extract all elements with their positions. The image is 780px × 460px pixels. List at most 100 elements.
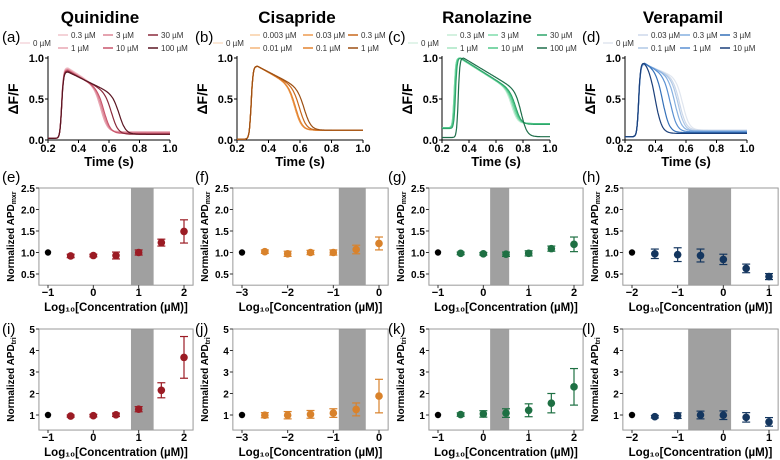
trace-line [237, 65, 363, 140]
x-tick-label: 0 [376, 287, 382, 299]
data-point [375, 392, 383, 400]
x-tick-label: 0 [90, 287, 96, 299]
legend-label: 0.03 µM [316, 31, 345, 40]
data-point [742, 413, 750, 422]
y-axis-label-subscript: mxr [595, 191, 602, 204]
legend-label: 10 µM [501, 44, 524, 53]
data-point [524, 406, 533, 415]
trace-line [237, 65, 363, 140]
x-axis-label: Log₁₀[Concentration (µM)] [239, 447, 383, 459]
trace-line [48, 71, 170, 139]
data-point [329, 248, 338, 257]
data-point [673, 250, 682, 259]
panel-i: (i) −1 0 1 2 1 2 3 4 5 Log₁₀[Concentration (µM)] No… [2, 321, 194, 459]
data-point [157, 386, 166, 395]
y-tick-label: 0.5 [215, 270, 229, 281]
legend-label: 0.1 µM [316, 44, 341, 53]
y-tick-label: 0.0 [606, 135, 621, 147]
panel-label: (a) [2, 29, 20, 46]
x-axis-label: Time (s) [275, 154, 325, 169]
y-tick-label: 5 [419, 325, 425, 336]
legend-label: 0.003 µM [263, 31, 297, 40]
y-tick-label: 5 [223, 325, 229, 336]
data-point [628, 249, 636, 256]
x-tick-label: 2 [181, 287, 187, 299]
data-point [157, 238, 166, 247]
x-tick-label: 1.0 [542, 143, 557, 155]
trace-line [48, 69, 170, 139]
data-point [456, 410, 465, 419]
data-point [719, 411, 728, 420]
y-axis-label-main: Normalized APD [6, 204, 17, 281]
x-tick-label: 0 [90, 432, 96, 444]
y-tick-label: 1.5 [411, 227, 425, 238]
data-point [329, 409, 338, 417]
plot-frame [232, 187, 389, 286]
y-axis-label: ΔF/F [194, 83, 210, 115]
x-tick-label: −1 [42, 287, 55, 299]
y-tick-label: 2.5 [21, 184, 35, 195]
x-tick-label: −1 [42, 432, 55, 444]
trace-line [442, 57, 550, 139]
y-tick-label: 1.0 [215, 249, 229, 260]
y-axis-label: Normalized APDtri [200, 337, 212, 421]
x-axis-label: Log₁₀[Concentration (µM)] [629, 302, 773, 314]
x-tick-label: 0.6 [292, 143, 307, 155]
x-axis-label: Log₁₀[Concentration (µM)] [44, 302, 188, 314]
legend-label: 0.3 µM [460, 31, 485, 40]
legend-label: 0 µM [616, 39, 634, 48]
data-point [651, 412, 659, 421]
x-tick-label: −1 [327, 432, 340, 444]
x-tick-label: −3 [236, 432, 249, 444]
y-tick-label: 2.5 [605, 184, 619, 195]
data-point [261, 411, 269, 420]
legend-label: 30 µM [550, 31, 573, 40]
data-point [628, 411, 636, 419]
x-tick-label: 1.0 [162, 143, 177, 155]
trace-line [48, 68, 170, 139]
y-axis-label: ΔF/F [582, 83, 598, 115]
panel-label: (i) [2, 321, 15, 338]
panel-b: (b) 0.2 0.4 0.6 0.8 1.0 0.0 0.5 1.0 Time (s) ΔF/F 0… [194, 29, 386, 169]
y-tick-label: 0.5 [423, 94, 438, 106]
title-cisapride: Cisapride [258, 8, 335, 27]
y-tick-label: 1.0 [29, 53, 44, 65]
y-tick-label: 1.0 [21, 249, 35, 260]
y-axis-label: Normalized APDmxr [200, 191, 212, 282]
title-quinidine: Quinidine [61, 8, 139, 27]
data-point [719, 255, 728, 264]
plot-frame [38, 328, 194, 431]
data-point [306, 410, 315, 419]
y-axis-label-main: Normalized APD [200, 204, 211, 281]
data-point [134, 248, 143, 257]
y-axis-label-subscript: mxr [401, 191, 408, 204]
x-tick-label: 0 [720, 432, 726, 444]
y-axis-label-main: Normalized APD [590, 204, 601, 281]
data-point [261, 247, 269, 256]
x-tick-label: 0.8 [709, 143, 724, 155]
x-tick-label: 2 [181, 432, 187, 444]
data-point [547, 399, 556, 407]
y-tick-label: 2.5 [215, 184, 229, 195]
data-point [283, 249, 292, 258]
x-tick-label: 1 [526, 287, 532, 299]
y-axis-label: Normalized APDtri [590, 337, 602, 421]
x-tick-label: −2 [281, 432, 294, 444]
y-axis-label: ΔF/F [5, 83, 21, 115]
trace-line [442, 57, 550, 130]
legend-label: 1 µM [460, 44, 478, 53]
plot-frame [38, 187, 194, 286]
legend-label: 0.3 µM [71, 31, 96, 40]
data-point [66, 412, 75, 420]
trace-line [625, 62, 747, 138]
plot-frame [622, 328, 779, 431]
panel-label: (e) [2, 169, 20, 186]
y-axis-label-subscript: tri [11, 337, 18, 344]
y-axis-label-main: Normalized APD [396, 344, 407, 421]
y-tick-label: 1.0 [606, 53, 621, 65]
y-tick-label: 3 [419, 368, 425, 379]
x-tick-label: −1 [327, 287, 340, 299]
y-tick-label: 2 [613, 390, 619, 401]
data-point [238, 411, 246, 419]
